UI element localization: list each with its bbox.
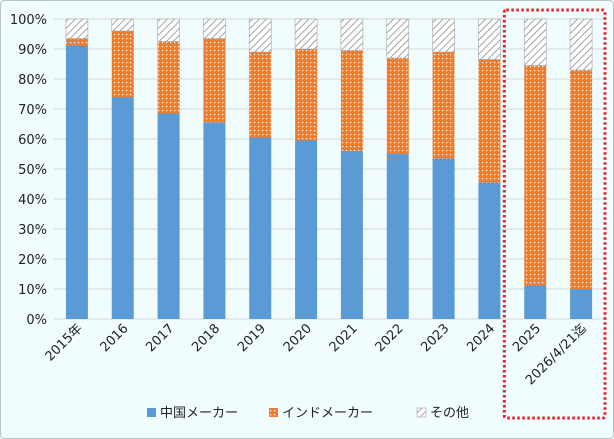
y-tick-label: 10% [18, 283, 47, 298]
bar-segment-3 [111, 18, 135, 32]
x-tick-label: 2025 [510, 321, 544, 355]
bar-segment-3 [157, 18, 180, 42]
legend-swatch [416, 407, 427, 418]
bar-segment-1 [524, 286, 547, 319]
bar-segment-2 [111, 31, 134, 97]
y-tick-label: 20% [18, 253, 47, 268]
bar-segment-3 [248, 18, 272, 53]
y-tick-label: 40% [18, 193, 47, 208]
bar-segment-3 [65, 18, 89, 39]
x-tick-label: 2018 [189, 321, 223, 355]
x-tick-label: 2020 [281, 321, 315, 355]
bar-segment-2 [157, 41, 180, 114]
y-tick-label: 30% [18, 223, 47, 238]
x-tick-label: 2023 [418, 321, 452, 355]
y-tick-label: 50% [18, 163, 47, 178]
legend-label: その他 [430, 406, 469, 421]
bar-segment-2 [249, 52, 272, 138]
bar-segment-3 [386, 18, 410, 59]
bars [65, 18, 593, 319]
gridlines [54, 18, 604, 320]
bar-segment-2 [295, 49, 318, 141]
bar-segment-1 [249, 137, 272, 319]
x-tick-label: 2024 [464, 321, 498, 355]
y-tick-label: 70% [18, 103, 47, 118]
x-tick-label: 2019 [235, 321, 269, 355]
bar-segment-3 [478, 18, 501, 60]
bar-segment-2 [203, 38, 226, 123]
bar-segment-1 [570, 289, 593, 319]
bar-segment-3 [203, 18, 226, 39]
x-tick-label: 2022 [373, 321, 407, 355]
bar-segment-1 [203, 122, 226, 319]
bar-segment-3 [340, 18, 364, 51]
bar-segment-2 [478, 59, 501, 183]
y-tick-label: 0% [26, 313, 47, 328]
legend-label: 中国メーカー [160, 406, 238, 421]
bar-segment-1 [340, 151, 363, 319]
x-tick-label: 2021 [327, 321, 361, 355]
bar-segment-2 [386, 58, 409, 154]
bar-segment-2 [570, 70, 593, 289]
y-axis-ticks: 0% 10% 20% 30% 40% 50% 60% 70% 80% 90% 100% [10, 13, 47, 328]
bar-segment-2 [432, 52, 455, 159]
bar-segment-1 [386, 154, 409, 319]
bar-segment-2 [524, 65, 547, 286]
legend: 中国メーカー インドメーカー その他 [147, 406, 469, 421]
bar-segment-2 [65, 38, 88, 46]
legend-swatch [269, 408, 278, 417]
bar-segment-2 [340, 50, 363, 151]
y-tick-label: 60% [18, 133, 47, 148]
legend-label: インドメーカー [282, 406, 373, 421]
legend-swatch [147, 408, 156, 417]
bar-segment-3 [294, 18, 318, 50]
bar-segment-1 [295, 140, 318, 319]
bar-segment-1 [478, 182, 501, 319]
bar-segment-1 [65, 46, 88, 319]
x-tick-label: 2015年 [43, 321, 86, 364]
bar-segment-3 [569, 18, 593, 71]
x-tick-label: 2016 [98, 321, 132, 355]
y-tick-label: 80% [18, 73, 47, 88]
highlight-dotted-box [502, 8, 607, 420]
y-tick-label: 100% [10, 13, 47, 28]
y-tick-label: 90% [18, 43, 47, 58]
bar-segment-1 [432, 158, 455, 319]
x-tick-label: 2017 [143, 321, 177, 355]
x-axis-ticks: 2015年 2016 2017 2018 2019 2020 2021 2022 2023 202… [43, 321, 590, 388]
highlight-box [502, 8, 607, 420]
bar-segment-3 [432, 18, 455, 53]
bar-segment-1 [157, 113, 180, 319]
bar-segment-1 [111, 97, 134, 319]
bar-segment-3 [523, 18, 547, 66]
